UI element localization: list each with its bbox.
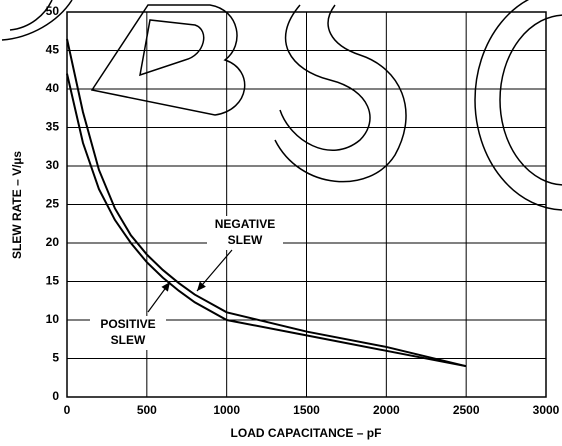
x-tick-label: 2500 (453, 403, 480, 417)
y-axis-title: SLEW RATE – V/µs (10, 151, 24, 259)
y-tick-label: 5 (52, 351, 59, 365)
y-tick-label: 30 (46, 158, 60, 172)
watermark-letter (92, 5, 245, 115)
x-tick-label: 500 (137, 403, 157, 417)
y-tick-label: 20 (46, 235, 60, 249)
y-tick-label: 25 (46, 197, 60, 211)
x-tick-label: 3000 (533, 403, 560, 417)
annotation-label: POSITIVE (100, 317, 155, 331)
y-tick-label: 40 (46, 81, 60, 95)
annotation-label: NEGATIVE (215, 217, 275, 231)
arrow-head (161, 282, 170, 292)
x-axis-title: LOAD CAPACITANCE – pF (231, 426, 382, 440)
watermark-letter (500, 15, 562, 185)
x-tick-label: 2000 (373, 403, 400, 417)
y-tick-label: 0 (52, 389, 59, 403)
x-tick-label: 1000 (213, 403, 240, 417)
y-tick-label: 15 (46, 274, 60, 288)
y-tick-label: 45 (46, 43, 60, 57)
annotation-label: SLEW (111, 333, 146, 347)
y-tick-label: 35 (46, 120, 60, 134)
x-tick-label: 0 (64, 403, 71, 417)
x-tick-label: 1500 (293, 403, 320, 417)
page: LOAD CAPACITANCE – pF SLEW RATE – V/µs 0… (0, 0, 562, 446)
watermark (2, 0, 562, 210)
annotation-label: SLEW (228, 233, 263, 247)
watermark-letter (475, 0, 562, 210)
y-tick-label: 10 (46, 312, 60, 326)
watermark-letter (2, 0, 72, 40)
chart: LOAD CAPACITANCE – pF SLEW RATE – V/µs 0… (0, 0, 562, 446)
y-tick-label: 50 (46, 4, 60, 18)
